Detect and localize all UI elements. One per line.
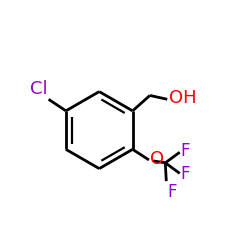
Text: Cl: Cl <box>30 80 48 98</box>
Text: F: F <box>181 166 190 184</box>
Text: F: F <box>167 183 177 201</box>
Text: F: F <box>181 142 190 160</box>
Text: O: O <box>150 150 164 168</box>
Text: OH: OH <box>169 89 197 107</box>
